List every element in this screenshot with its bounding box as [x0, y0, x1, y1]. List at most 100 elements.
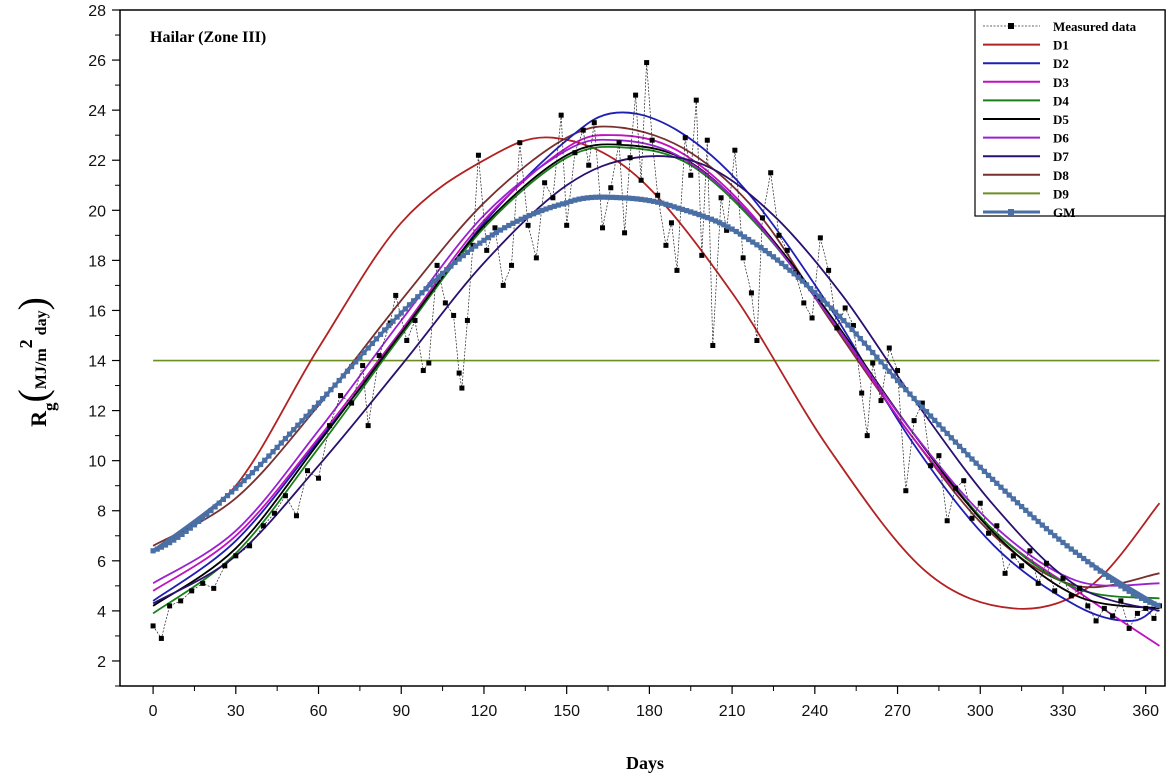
measured-point	[470, 242, 476, 248]
x-tick-label: 270	[884, 703, 911, 720]
series-point-gm	[580, 195, 586, 202]
measured-point	[442, 300, 448, 306]
measured-point	[293, 513, 299, 519]
series-point-gm	[406, 302, 413, 308]
series-point-gm	[783, 264, 789, 270]
y-tick-label: 2	[97, 654, 106, 671]
series-point-gm	[965, 452, 971, 458]
series-point-gm	[253, 466, 260, 472]
series-point-gm	[559, 201, 566, 207]
series-point-gm	[229, 489, 235, 495]
measured-point	[994, 523, 1000, 529]
series-point-gm	[435, 274, 442, 280]
measured-point	[517, 140, 523, 146]
measured-point	[158, 635, 164, 641]
measured-point	[911, 418, 917, 424]
series-point-gm	[919, 404, 925, 410]
series-point-gm	[1060, 539, 1066, 546]
series-point-gm	[158, 544, 164, 550]
series-point-gm	[605, 194, 611, 200]
series-point-gm	[770, 254, 777, 260]
series-point-gm	[650, 198, 657, 204]
series-point-gm	[510, 220, 516, 226]
legend-marker	[1008, 23, 1014, 29]
legend-item-d5: D5	[983, 112, 1069, 127]
series-point-gm	[1039, 522, 1045, 528]
measured-point	[817, 235, 823, 241]
series-point-gm	[291, 427, 297, 433]
measured-point	[304, 468, 310, 474]
series-point-gm	[1023, 507, 1029, 513]
series-point-gm	[195, 518, 202, 524]
series-point-gm	[692, 210, 698, 216]
series-point-gm	[398, 310, 404, 316]
series-point-gm	[162, 542, 169, 548]
series-point-gm	[415, 294, 421, 300]
measured-point	[492, 225, 498, 231]
series-point-gm	[493, 229, 499, 236]
series-point-gm	[646, 197, 652, 204]
series-point-gm	[349, 363, 355, 370]
measured-point	[247, 543, 253, 549]
series-point-gm	[564, 200, 570, 206]
series-point-gm	[344, 368, 351, 374]
series-d7	[152, 155, 1160, 612]
y-axis-title-unit-day: day	[33, 310, 50, 339]
series-point-gm	[460, 253, 466, 259]
measured-point	[271, 510, 277, 516]
measured-point	[260, 523, 266, 529]
y-tick-label: 14	[88, 354, 106, 371]
measured-point	[420, 368, 426, 374]
series-point-gm	[568, 198, 574, 204]
series-d6	[152, 138, 1160, 587]
series-point-gm	[746, 236, 752, 243]
series-point-gm	[936, 422, 942, 428]
x-tick-label: 240	[801, 703, 828, 720]
series-point-gm	[390, 318, 396, 324]
measured-point	[1085, 603, 1091, 609]
axes: 0 30 60 90 120 150 180 210 240 270 300 330 360246810…	[88, 3, 1159, 720]
measured-point	[928, 463, 934, 469]
y-axis-title: Rg(MJ/m2 day)	[10, 297, 59, 427]
series-point-gm	[1068, 546, 1074, 552]
series-point-gm	[233, 485, 239, 491]
chart-annotation: Hailar (Zone III)	[150, 29, 266, 46]
series-point-gm	[725, 224, 731, 230]
series-gm	[150, 194, 1161, 609]
measured-point	[1010, 553, 1016, 559]
measured-point	[475, 152, 481, 158]
series-point-gm	[671, 204, 677, 210]
series-point-gm	[1019, 503, 1025, 510]
series-point-gm	[952, 439, 959, 445]
series-point-gm	[423, 286, 429, 292]
series-point-gm	[1031, 515, 1037, 521]
series-point-gm	[278, 440, 284, 446]
series-point-gm	[340, 373, 346, 379]
series-point-gm	[282, 435, 289, 442]
series-point-gm	[1147, 599, 1153, 605]
series-point-gm	[522, 214, 528, 220]
measured-point	[426, 360, 432, 366]
legend-label: GM	[1053, 205, 1075, 220]
series-point-gm	[907, 391, 913, 397]
measured-point	[451, 312, 457, 318]
series-point-gm	[394, 314, 400, 320]
legend-label: D3	[1053, 75, 1069, 90]
measured-point	[434, 262, 440, 268]
series-point-gm	[981, 468, 987, 474]
series-point-gm	[204, 511, 210, 517]
measured-point	[616, 140, 622, 146]
series-point-gm	[679, 206, 686, 213]
series-line-d5	[152, 143, 1160, 610]
y-axis-title-unit-sup: 2	[16, 339, 36, 348]
measured-point	[376, 353, 382, 359]
measured-point	[459, 385, 465, 391]
series-point-gm	[828, 305, 834, 311]
series-point-gm	[427, 282, 433, 288]
series-point-gm	[444, 267, 450, 273]
series-point-gm	[832, 309, 839, 315]
measured-point	[338, 393, 344, 399]
series-point-gm	[307, 409, 313, 415]
measured-point	[699, 252, 705, 258]
series-point-gm	[733, 228, 739, 235]
